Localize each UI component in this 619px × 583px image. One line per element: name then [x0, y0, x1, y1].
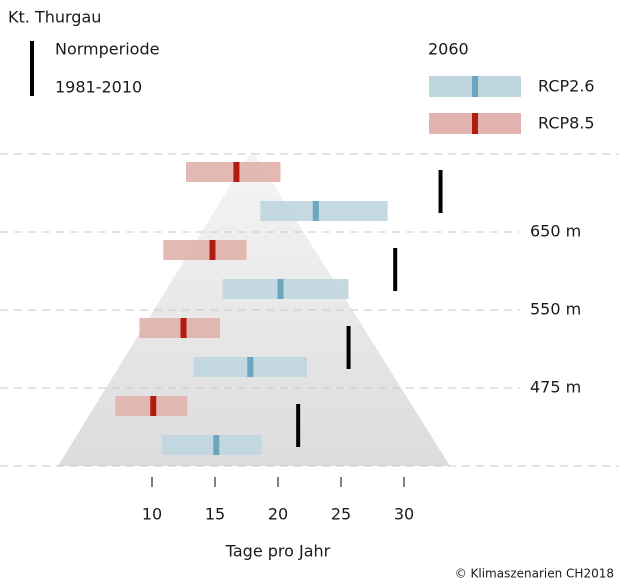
legend-label: Normperiode — [55, 40, 159, 59]
mountain-background — [58, 150, 450, 466]
median-mark — [247, 357, 254, 377]
legend-label: RCP8.5 — [538, 114, 595, 133]
range-bar — [139, 318, 221, 338]
chart-title: Kt. Thurgau — [8, 8, 101, 27]
range-bar — [163, 240, 247, 260]
legend-label: RCP2.6 — [538, 77, 595, 96]
median-mark — [233, 162, 240, 182]
median-mark — [150, 396, 157, 416]
median-mark — [213, 435, 220, 455]
x-tick-label: 25 — [331, 505, 351, 524]
boundary-label: 550 m — [530, 300, 581, 319]
x-tick-label: 20 — [268, 505, 288, 524]
source: © Klimaszenarien CH2018 — [455, 567, 614, 581]
x-tick-label: 15 — [205, 505, 225, 524]
legend-title: 2060 — [428, 40, 469, 59]
median-mark — [277, 279, 284, 299]
x-tick-label: 10 — [142, 505, 162, 524]
x-axis-label: Tage pro Jahr — [225, 542, 331, 561]
median-mark — [180, 318, 187, 338]
range-bar — [186, 162, 281, 182]
boundary-label: 475 m — [530, 378, 581, 397]
range-bar — [222, 279, 349, 299]
boundary-label: 650 m — [530, 222, 581, 241]
legend-label: 1981-2010 — [55, 78, 142, 97]
range-bar — [260, 201, 388, 221]
median-mark — [209, 240, 216, 260]
median-mark — [312, 201, 319, 221]
range-bar — [162, 435, 262, 455]
x-tick-label: 30 — [394, 505, 414, 524]
legend-swatch-median — [472, 76, 478, 97]
legend-swatch-median — [472, 113, 478, 134]
